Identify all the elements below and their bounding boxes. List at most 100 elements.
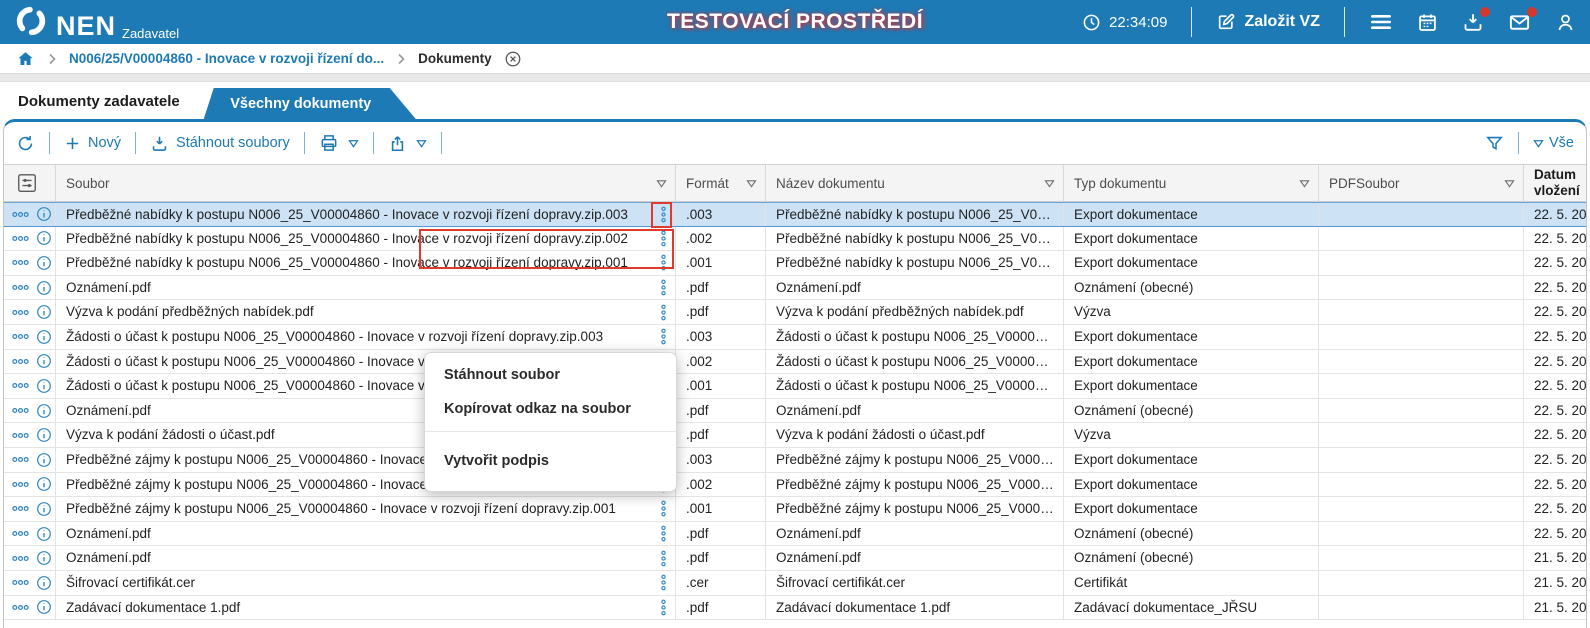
filter-preset-dropdown[interactable]: Vše	[1533, 135, 1574, 151]
row-info-icon[interactable]	[36, 575, 52, 591]
row-info-icon[interactable]	[36, 452, 52, 468]
app-logo[interactable]: NEN Zadavatel	[14, 4, 179, 41]
row-actions-icon[interactable]	[12, 530, 29, 537]
tab-dokumenty-zadavatele[interactable]: Dokumenty zadavatele	[18, 93, 180, 110]
row-actions-icon[interactable]	[12, 456, 29, 463]
row-menu-icon[interactable]	[655, 279, 671, 296]
row-actions-icon[interactable]	[12, 284, 29, 291]
row-menu-icon[interactable]	[655, 254, 671, 271]
table-row[interactable]: Oznámení.pdf .pdf Oznámení.pdf Oznámení …	[4, 521, 1586, 547]
table-row[interactable]: Předběžné nabídky k postupu N006_25_V000…	[4, 202, 1586, 227]
table-row[interactable]: Žádosti o účast k postupu N006_25_V00004…	[4, 374, 1586, 399]
format-cell: .002	[676, 226, 766, 251]
row-info-icon[interactable]	[36, 550, 52, 566]
breadcrumb-procedure[interactable]: N006/25/V00004860 - Inovace v rozvoji ří…	[69, 51, 385, 66]
row-actions-icon[interactable]	[12, 309, 29, 316]
divider	[440, 132, 442, 154]
table-row[interactable]: Výzva k podání předběžných nabídek.pdf .…	[4, 300, 1586, 325]
row-info-icon[interactable]	[36, 206, 52, 222]
filter-caret-icon[interactable]	[1044, 179, 1055, 188]
table-row[interactable]: Oznámení.pdf .pdf Oznámení.pdf Oznámení …	[4, 398, 1586, 424]
column-header-soubor[interactable]: Soubor	[56, 165, 676, 201]
table-row[interactable]: Předběžné nabídky k postupu N006_25_V000…	[4, 251, 1586, 276]
column-header-nazev[interactable]: Název dokumentu	[766, 165, 1064, 201]
download-files-button[interactable]: Stáhnout soubory	[150, 134, 290, 153]
table-row[interactable]: Šifrovací certifikát.cer .cer Šifrovací …	[4, 570, 1586, 596]
row-info-icon[interactable]	[36, 280, 52, 296]
table-row[interactable]: Žádosti o účast k postupu N006_25_V00004…	[4, 349, 1586, 375]
row-info-icon[interactable]	[36, 403, 52, 419]
row-actions-icon[interactable]	[12, 211, 29, 218]
row-menu-icon[interactable]	[655, 525, 671, 542]
table-row[interactable]: Oznámení.pdf .pdf Oznámení.pdf Oznámení …	[4, 275, 1586, 301]
row-menu-icon[interactable]	[655, 328, 671, 345]
table-row[interactable]: Žádosti o účast k postupu N006_25_V00004…	[4, 324, 1586, 350]
filter-caret-icon[interactable]	[746, 179, 757, 188]
row-actions-icon[interactable]	[12, 333, 29, 340]
row-info-icon[interactable]	[36, 304, 52, 320]
row-actions-icon[interactable]	[12, 505, 29, 512]
row-menu-icon[interactable]	[655, 599, 671, 616]
row-info-icon[interactable]	[36, 476, 52, 492]
column-header-typ[interactable]: Typ dokumentu	[1064, 165, 1319, 201]
row-actions-icon[interactable]	[12, 432, 29, 439]
row-info-icon[interactable]	[36, 255, 52, 271]
filter-caret-icon[interactable]	[656, 179, 667, 188]
home-icon[interactable]	[16, 50, 35, 68]
column-settings-header[interactable]	[4, 165, 56, 201]
row-actions-icon[interactable]	[12, 235, 29, 242]
export-button[interactable]	[388, 134, 427, 153]
row-info-icon[interactable]	[36, 427, 52, 443]
file-name: Oznámení.pdf	[66, 279, 151, 295]
menu-item-vytvorit-podpis[interactable]: Vytvořit podpis	[444, 453, 549, 469]
row-menu-icon[interactable]	[655, 574, 671, 591]
row-actions-icon[interactable]	[12, 579, 29, 586]
filter-button[interactable]	[1485, 134, 1504, 153]
row-menu-icon[interactable]	[655, 304, 671, 321]
row-info-icon[interactable]	[36, 599, 52, 615]
row-actions-icon[interactable]	[12, 604, 29, 611]
downloads-icon[interactable]	[1462, 7, 1490, 33]
column-header-datum[interactable]: Datum vložení	[1524, 165, 1586, 201]
row-info-icon[interactable]	[36, 378, 52, 394]
refresh-button[interactable]	[16, 134, 35, 153]
table-row[interactable]: Předběžné zájmy k postupu N006_25_V00004…	[4, 497, 1586, 522]
row-actions-icon[interactable]	[12, 358, 29, 365]
print-button[interactable]	[319, 133, 359, 153]
table-row[interactable]: Předběžné nabídky k postupu N006_25_V000…	[4, 226, 1586, 252]
row-info-icon[interactable]	[36, 353, 52, 369]
menu-icon[interactable]	[1369, 12, 1393, 32]
row-info-icon[interactable]	[36, 329, 52, 345]
row-menu-icon[interactable]	[655, 500, 671, 517]
filter-caret-icon[interactable]	[1299, 179, 1310, 188]
column-header-format[interactable]: Formát	[676, 165, 766, 201]
filter-caret-icon[interactable]	[1504, 179, 1515, 188]
table-row[interactable]: Zadávací dokumentace 1.pdf .pdf Zadávací…	[4, 595, 1586, 621]
create-vz-button[interactable]: Založit VZ	[1216, 12, 1320, 32]
row-info-icon[interactable]	[36, 501, 52, 517]
row-actions-icon[interactable]	[12, 382, 29, 389]
menu-item-kopirovat-odkaz[interactable]: Kopírovat odkaz na soubor	[444, 401, 631, 417]
row-info-icon[interactable]	[36, 526, 52, 542]
row-actions-icon[interactable]	[12, 407, 29, 414]
mail-icon[interactable]	[1508, 6, 1537, 34]
table-row[interactable]: Oznámení.pdf .pdf Oznámení.pdf Oznámení …	[4, 546, 1586, 571]
user-icon[interactable]	[1555, 12, 1576, 33]
row-actions-icon[interactable]	[12, 259, 29, 266]
new-button[interactable]: Nový	[64, 135, 121, 152]
menu-item-stahnout-soubor[interactable]: Stáhnout soubor	[444, 367, 560, 383]
row-info-icon[interactable]	[36, 230, 52, 246]
table-row[interactable]: Předběžné zájmy k postupu N006_25_V00004…	[4, 472, 1586, 498]
row-icons-cell	[4, 226, 56, 251]
table-row[interactable]: Výzva k podání žádosti o účast.pdf .pdf …	[4, 423, 1586, 448]
row-actions-icon[interactable]	[12, 481, 29, 488]
column-header-pdfsoubor[interactable]: PDFSoubor	[1319, 165, 1524, 201]
close-circle-icon[interactable]	[504, 50, 522, 68]
calendar-icon[interactable]	[1417, 12, 1438, 33]
row-menu-icon[interactable]	[655, 550, 671, 567]
row-actions-icon[interactable]	[12, 555, 29, 562]
row-menu-icon[interactable]	[655, 230, 671, 247]
table-row[interactable]: Předběžné zájmy k postupu N006_25_V00004…	[4, 447, 1586, 473]
tab-vsechny-dokumenty[interactable]: Všechny dokumenty	[204, 88, 416, 119]
row-menu-icon[interactable]	[655, 206, 671, 223]
